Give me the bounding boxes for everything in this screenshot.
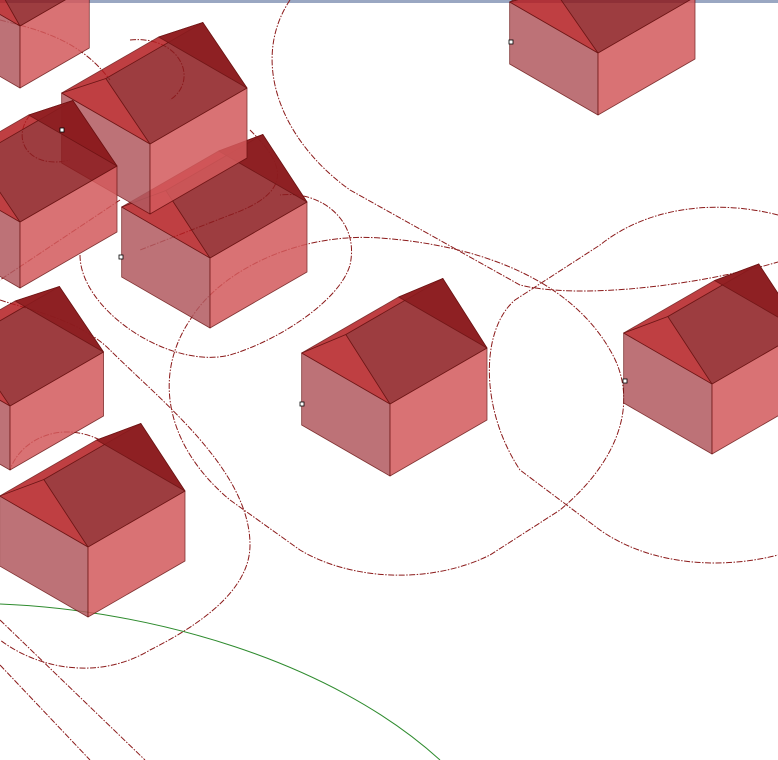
house-roof-left: [509, 0, 519, 3]
house: [509, 0, 696, 116]
house-wall-right: [19, 0, 90, 89]
house: [0, 286, 104, 471]
house: [0, 0, 90, 89]
house: [301, 278, 488, 477]
house: [0, 423, 186, 618]
grip-point: [299, 401, 305, 407]
house-roof-back: [398, 278, 488, 349]
house-wall-right: [597, 0, 696, 116]
house: [0, 100, 118, 289]
house-roof-back: [158, 22, 248, 89]
grip-point: [118, 254, 124, 260]
viewport-top-edge: [0, 0, 778, 3]
grip-point: [508, 39, 514, 45]
grip-points-layer: [59, 39, 628, 407]
offset-curve: [488, 206, 778, 564]
house-roof-back: [28, 100, 118, 167]
house-wall-right: [711, 345, 778, 455]
offset-curve: [0, 619, 146, 760]
house: [121, 134, 308, 329]
house-roof-right: [4, 0, 66, 27]
offset-curve: [0, 664, 91, 760]
house-roof-back: [714, 263, 778, 318]
grip-point: [622, 378, 628, 384]
road-curve: [0, 603, 441, 760]
grip-point: [59, 127, 65, 133]
offset-curve: [79, 193, 352, 358]
house-roof-right: [560, 0, 691, 54]
house: [61, 22, 248, 215]
house: [623, 263, 778, 455]
offset-curve: [271, 0, 778, 292]
house-roof-back: [96, 423, 186, 492]
houses-layer: [0, 0, 778, 618]
house-roof-gable: [0, 0, 21, 27]
house-roof-back: [14, 286, 104, 353]
